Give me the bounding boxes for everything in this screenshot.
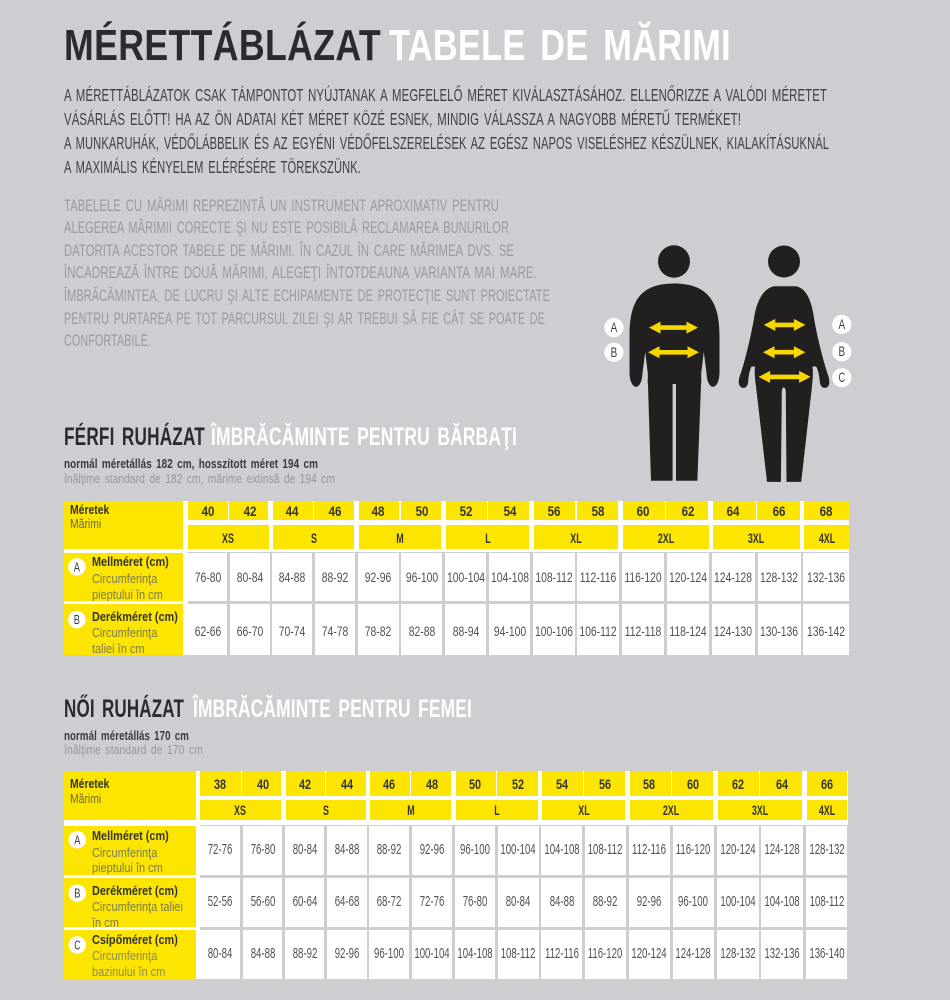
svg-text:C: C xyxy=(839,370,846,385)
svg-text:A: A xyxy=(611,320,618,335)
svg-text:B: B xyxy=(611,345,618,360)
svg-text:B: B xyxy=(74,612,80,627)
svg-text:B: B xyxy=(74,886,80,901)
svg-text:B: B xyxy=(839,344,846,359)
svg-text:A: A xyxy=(839,317,846,332)
svg-text:A: A xyxy=(74,832,80,847)
svg-text:C: C xyxy=(74,937,80,952)
svg-text:A: A xyxy=(74,559,80,574)
